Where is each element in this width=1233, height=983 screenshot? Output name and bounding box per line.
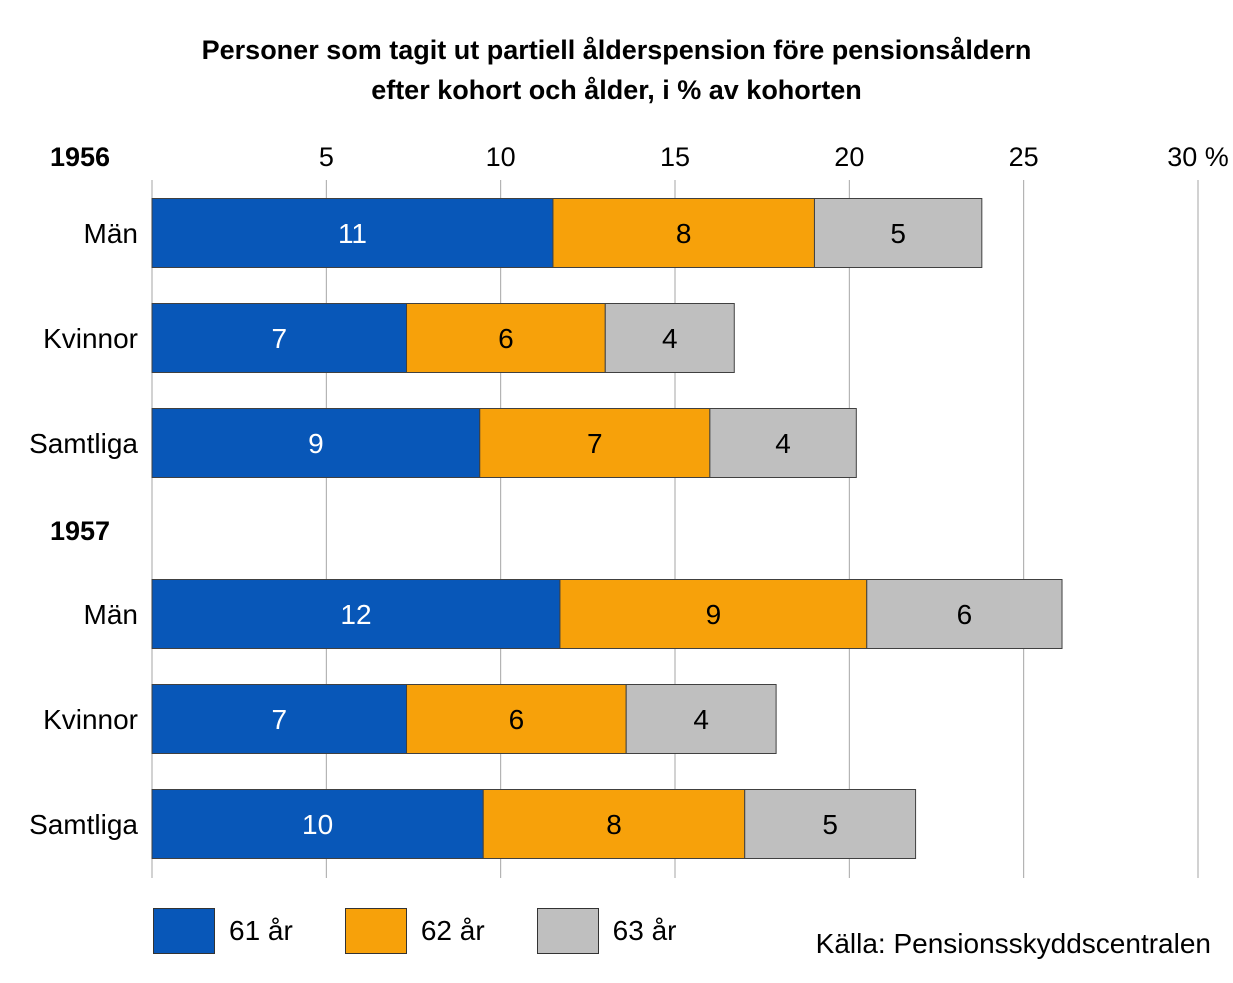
bar-1956-kvinnor-s1: [406, 303, 606, 373]
bar-1956-män-s2: [813, 198, 983, 268]
bar-label-1956-samtliga-s1: 7: [587, 428, 603, 459]
bar-1956-kvinnor-s0: [151, 303, 408, 373]
bar-label-1957-kvinnor-s1: 6: [509, 704, 525, 735]
x-tick-label-20: 20: [834, 142, 864, 172]
bar-1957-samtliga-s1: [482, 789, 746, 859]
legend-item-62: 62 år: [344, 908, 485, 954]
chart-title-line-2: efter kohort och ålder, i % av kohorten: [371, 75, 862, 105]
x-tick-label-15: 15: [660, 142, 690, 172]
bar-label-1957-samtliga-s2: 5: [822, 809, 838, 840]
legend: 61 år 62 år 63 år: [153, 908, 728, 954]
category-label-1957-kvinnor: Kvinnor: [43, 704, 138, 735]
bar-label-1956-kvinnor-s2: 4: [662, 323, 678, 354]
x-tick-label-30: 30 %: [1167, 142, 1229, 172]
bar-1957-män-s2: [866, 579, 1063, 649]
group-label-1957: 1957: [50, 516, 110, 546]
legend-item-63: 63 år: [536, 908, 677, 954]
bar-label-1957-män-s2: 6: [957, 599, 973, 630]
bar-1957-samtliga-s2: [744, 789, 917, 859]
bar-label-1957-samtliga-s1: 8: [606, 809, 622, 840]
chart-title-line-1: Personer som tagit ut partiell ålderspen…: [201, 35, 1032, 65]
bar-label-1957-kvinnor-s0: 7: [271, 704, 287, 735]
group-label-1956: 1956: [50, 142, 110, 172]
bar-label-1956-män-s1: 8: [676, 218, 692, 249]
bar-1956-kvinnor-s2: [604, 303, 735, 373]
legend-label-61: 61 år: [229, 915, 293, 946]
bar-1957-kvinnor-s0: [151, 684, 408, 754]
source-note: Källa: Pensionsskyddscentralen: [815, 928, 1211, 959]
bar-1957-samtliga-s0: [151, 789, 484, 859]
chart-title: Personer som tagit ut partiell ålderspen…: [0, 30, 1233, 110]
bar-label-1957-män-s1: 9: [706, 599, 722, 630]
category-label-1956-kvinnor: Kvinnor: [43, 323, 138, 354]
category-label-1957-män: Män: [84, 599, 138, 630]
bar-label-1956-män-s2: 5: [890, 218, 906, 249]
bar-1956-män-s0: [151, 198, 554, 268]
bar-1956-samtliga-s0: [151, 408, 481, 478]
category-label-1957-samtliga: Samtliga: [29, 809, 138, 840]
legend-label-63: 63 år: [612, 915, 677, 946]
legend-label-62: 62 år: [420, 915, 485, 946]
x-tick-label-10: 10: [486, 142, 516, 172]
x-tick-label-5: 5: [319, 142, 334, 172]
bar-1957-kvinnor-s1: [406, 684, 627, 754]
bar-label-1956-samtliga-s2: 4: [775, 428, 791, 459]
x-tick-label-25: 25: [1009, 142, 1039, 172]
bar-label-1956-kvinnor-s0: 7: [271, 323, 287, 354]
category-label-1956-män: Män: [84, 218, 138, 249]
legend-swatch-63: [536, 908, 599, 954]
legend-item-61: 61 år: [153, 908, 293, 954]
bar-label-1956-män-s0: 11: [338, 218, 367, 249]
bar-label-1956-kvinnor-s1: 6: [498, 323, 514, 354]
bar-label-1957-kvinnor-s2: 4: [693, 704, 709, 735]
bar-1957-kvinnor-s2: [625, 684, 777, 754]
legend-swatch-61: [153, 908, 215, 954]
bar-label-1956-samtliga-s0: 9: [308, 428, 324, 459]
bar-1956-samtliga-s2: [709, 408, 857, 478]
legend-swatch-62: [344, 908, 407, 954]
bar-1956-män-s1: [552, 198, 815, 268]
bar-1957-män-s1: [559, 579, 868, 649]
bar-label-1957-män-s0: 12: [340, 599, 371, 630]
bar-label-1957-samtliga-s0: 10: [302, 809, 333, 840]
category-label-1956-samtliga: Samtliga: [29, 428, 138, 459]
bar-1957-män-s0: [151, 579, 561, 649]
